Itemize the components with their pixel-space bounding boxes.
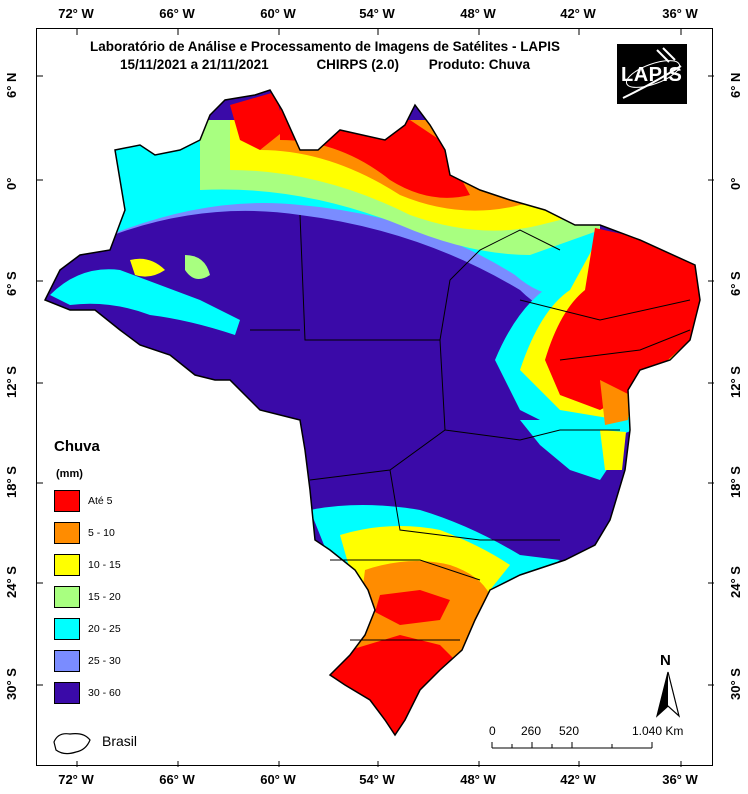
- legend-item: 30 - 60: [54, 681, 121, 705]
- rain-patch-ate5-roraima: [230, 92, 285, 150]
- rain-band-ate5-south: [330, 635, 455, 735]
- lon-tick-top: 54° W: [359, 6, 395, 21]
- north-arrow-icon: [655, 671, 681, 718]
- legend-swatch: [54, 522, 80, 544]
- title-line1: Laboratório de Análise e Processamento d…: [90, 39, 560, 54]
- lon-tick-bottom: 54° W: [359, 772, 395, 787]
- legend-swatch: [54, 554, 80, 576]
- lon-tick-top: 48° W: [460, 6, 496, 21]
- title-dataset: CHIRPS (2.0): [316, 57, 399, 72]
- satellite-icon: [622, 47, 682, 99]
- title-period: 15/11/2021 a 21/11/2021: [120, 57, 269, 72]
- legend-swatch: [54, 682, 80, 704]
- lon-tick-top: 66° W: [159, 6, 195, 21]
- lon-tick-bottom: 66° W: [159, 772, 195, 787]
- graticule-ticks: [37, 29, 714, 767]
- legend-item: 5 - 10: [54, 521, 115, 545]
- lon-tick-bottom: 36° W: [662, 772, 698, 787]
- legend-label: 10 - 15: [88, 559, 121, 571]
- legend-swatch: [54, 586, 80, 608]
- title-line2: 15/11/2021 a 21/11/2021 CHIRPS (2.0) Pro…: [40, 56, 610, 74]
- lon-tick-bottom: 48° W: [460, 772, 496, 787]
- brasil-boundary-icon: [53, 733, 91, 755]
- rain-band-5-10-east: [600, 380, 630, 425]
- scale-label: 1.040 Km: [632, 724, 684, 738]
- legend-swatch: [54, 618, 80, 640]
- legend-unit: (mm): [56, 468, 83, 480]
- scale-label: 0: [489, 724, 496, 738]
- lon-tick-top: 42° W: [560, 6, 596, 21]
- scale-bar: [491, 742, 653, 749]
- lon-tick-top: 36° W: [662, 6, 698, 21]
- map-title: Laboratório de Análise e Processamento d…: [40, 38, 610, 74]
- rain-patch-15-20-west: [185, 255, 210, 279]
- legend-title: Chuva: [54, 438, 100, 455]
- legend-label: 5 - 10: [88, 527, 115, 539]
- legend-label: 30 - 60: [88, 687, 121, 699]
- legend-label: 25 - 30: [88, 655, 121, 667]
- lon-tick-bottom: 60° W: [260, 772, 296, 787]
- lon-tick-top: 72° W: [58, 6, 94, 21]
- lon-tick-bottom: 72° W: [58, 772, 94, 787]
- legend-item: 25 - 30: [54, 649, 121, 673]
- title-product: Produto: Chuva: [428, 57, 530, 72]
- lon-tick-bottom: 42° W: [560, 772, 596, 787]
- legend-item: 20 - 25: [54, 617, 121, 641]
- rain-band-ate5-northeast: [545, 228, 700, 410]
- rain-patch-ate5-parana: [375, 590, 450, 625]
- lon-tick-top: 60° W: [260, 6, 296, 21]
- rain-patch-10-15-west: [130, 258, 165, 277]
- legend-swatch: [54, 650, 80, 672]
- legend-label: 20 - 25: [88, 623, 121, 635]
- legend-item: Até 5: [54, 489, 113, 513]
- brazil-outline: [43, 89, 701, 737]
- legend-swatch: [54, 490, 80, 512]
- lapis-logo: LAPIS: [617, 44, 687, 104]
- legend-item: 15 - 20: [54, 585, 121, 609]
- north-arrow-label: N: [660, 652, 671, 669]
- legend-label: Até 5: [88, 495, 113, 507]
- rain-patch-10-15-southeast: [600, 430, 626, 470]
- scale-label: 520: [559, 724, 580, 738]
- state-borders: [250, 214, 691, 641]
- legend-item: 10 - 15: [54, 553, 121, 577]
- boundary-legend-label: Brasil: [102, 733, 138, 749]
- rain-patch-20-25-southeast: [520, 420, 620, 480]
- rain-patch-20-25-west: [50, 269, 240, 335]
- scale-label: 260: [521, 724, 542, 738]
- legend-label: 15 - 20: [88, 591, 121, 603]
- logo-text: LAPIS: [621, 64, 683, 86]
